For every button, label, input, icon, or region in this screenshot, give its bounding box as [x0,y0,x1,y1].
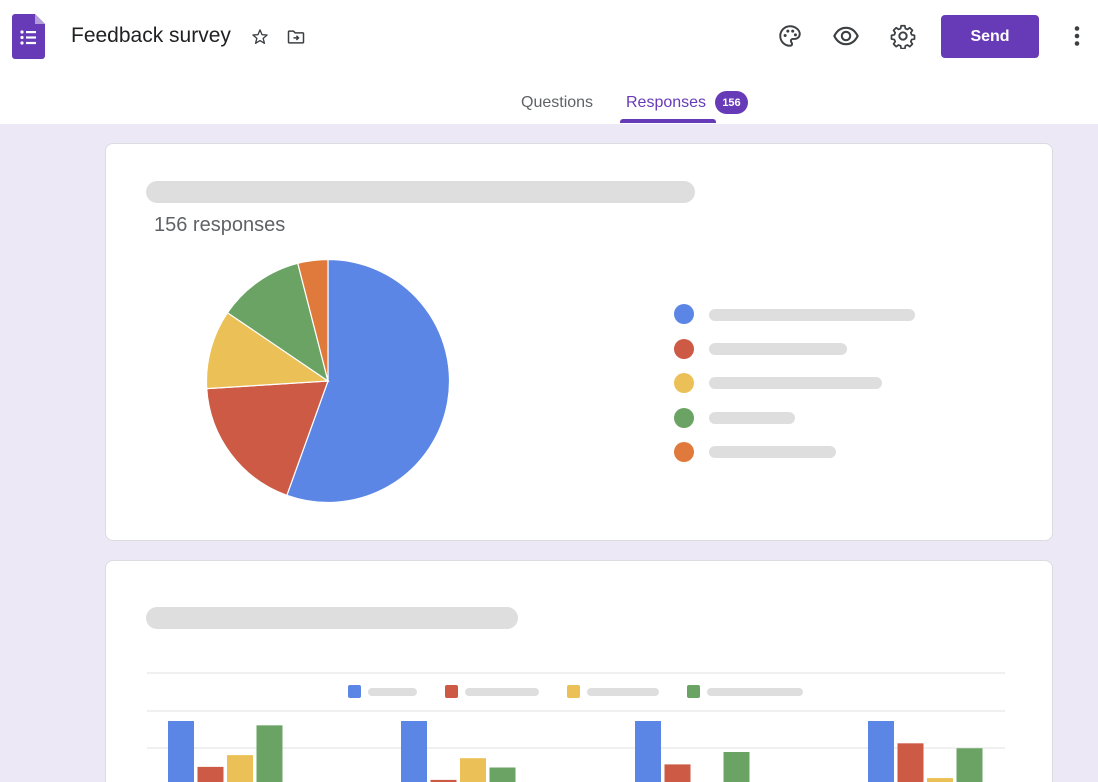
pie-slice-1[interactable] [286,258,451,504]
bar-group-1-series-4[interactable] [256,725,283,782]
bar-legend-swatch-1 [348,685,361,698]
responses-count-badge: 156 [715,91,748,114]
bar-group-4-series-3[interactable] [927,778,953,782]
bar-legend-swatch-4 [687,685,700,698]
legend-label-placeholder-2 [709,343,847,355]
legend-dot-3 [674,373,694,393]
response-count-label: 156 responses [154,214,286,236]
tab-responses[interactable]: Responses [626,94,707,111]
bar-group-4-series-1[interactable] [868,721,894,782]
bar-legend-label-placeholder-2 [465,688,539,696]
bar-legend-label-placeholder-1 [368,688,417,696]
bar-legend-swatch-3 [567,685,580,698]
legend-dot-5 [674,442,694,462]
more-vert-icon[interactable] [1062,21,1092,51]
question-title-placeholder [146,181,695,203]
tab-questions[interactable]: Questions [521,94,594,111]
bar-legend-swatch-2 [445,685,458,698]
pie-chart [205,258,451,504]
gear-icon[interactable] [888,21,918,51]
pie-chart-card: 156 responses [105,143,1053,541]
bar-group-3-series-1[interactable] [635,721,661,782]
bar-group-4-series-4[interactable] [956,748,983,782]
legend-label-placeholder-3 [709,377,882,389]
bar-group-1-series-2[interactable] [197,766,224,782]
active-tab-indicator [620,119,716,123]
bar-legend-label-placeholder-3 [587,688,659,696]
bar-legend [348,685,803,698]
question-title-placeholder [146,607,518,629]
top-bar: Feedback survey Send Questions Responses… [0,0,1098,124]
legend-dot-1 [674,304,694,324]
pie-slice-2[interactable] [206,380,329,497]
bar-group-2-series-4[interactable] [489,767,516,782]
bar-group-1-series-3[interactable] [227,755,253,782]
bar-group-3-series-2[interactable] [664,764,691,782]
bar-chart [147,672,1005,782]
star-icon[interactable] [249,26,271,48]
bar-group-2-series-3[interactable] [460,758,486,782]
palette-icon[interactable] [775,21,805,51]
legend-label-placeholder-1 [709,309,915,321]
bar-legend-label-placeholder-4 [707,688,803,696]
legend-dot-2 [674,339,694,359]
send-button[interactable]: Send [941,15,1039,58]
document-title[interactable]: Feedback survey [71,24,231,47]
legend-label-placeholder-4 [709,412,795,424]
pie-slice-5[interactable] [297,258,329,382]
bar-group-1-series-1[interactable] [168,721,194,782]
bar-group-2-series-1[interactable] [401,721,427,782]
bar-group-3-series-4[interactable] [723,752,750,782]
bar-group-2-series-2[interactable] [430,779,457,782]
forms-app-icon[interactable] [12,14,45,59]
legend-label-placeholder-5 [709,446,836,458]
legend-dot-4 [674,408,694,428]
eye-icon[interactable] [831,21,861,51]
pie-slice-3[interactable] [205,311,330,390]
bar-group-4-series-2[interactable] [897,743,924,782]
move-to-folder-icon[interactable] [285,26,307,48]
pie-slice-4[interactable] [226,262,329,383]
bar-chart-card [105,560,1053,782]
